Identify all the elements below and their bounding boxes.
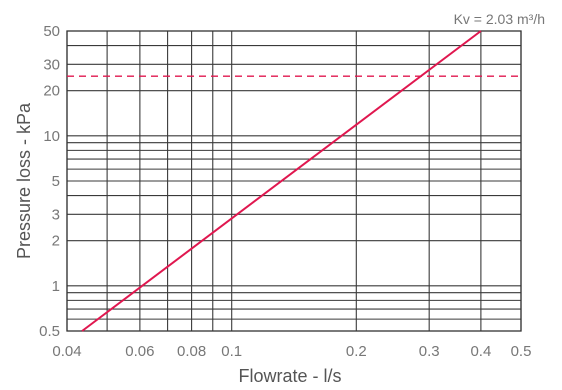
x-tick-label: 0.08 <box>177 343 206 360</box>
x-tick-label: 0.4 <box>470 343 491 360</box>
y-tick-label: 0.5 <box>39 323 60 340</box>
y-tick-label: 10 <box>43 128 60 145</box>
y-tick-label: 3 <box>52 206 60 223</box>
plot-frame <box>66 30 522 332</box>
y-tick-label: 1 <box>52 278 60 295</box>
series-group <box>81 30 482 332</box>
y-axis-label: Pressure loss - kPa <box>14 102 34 259</box>
x-tick-label: 0.06 <box>125 343 154 360</box>
x-tick-label: 0.04 <box>52 343 81 360</box>
y-tick-label: 2 <box>52 233 60 250</box>
x-tick-label: 0.5 <box>511 343 532 360</box>
x-tick-label: 0.2 <box>346 343 367 360</box>
y-tick-label: 20 <box>43 83 60 100</box>
y-tick-label: 30 <box>43 56 60 73</box>
y-tick-label: 5 <box>52 173 60 190</box>
x-tick-label: 0.3 <box>419 343 440 360</box>
plot-border <box>66 30 522 332</box>
y-tick-label: 50 <box>43 23 60 40</box>
x-axis-label: Flowrate - l/s <box>238 366 341 386</box>
x-tick-labels: 0.04 0.06 0.08 0.1 0.2 0.3 0.4 0.5 <box>52 343 531 360</box>
kv-annotation: Kv = 2.03 m³/h <box>454 11 545 27</box>
series-line <box>81 30 482 332</box>
x-tick-label: 0.1 <box>221 343 242 360</box>
y-tick-labels: 0.5 1 2 3 5 10 20 30 50 <box>39 23 60 340</box>
